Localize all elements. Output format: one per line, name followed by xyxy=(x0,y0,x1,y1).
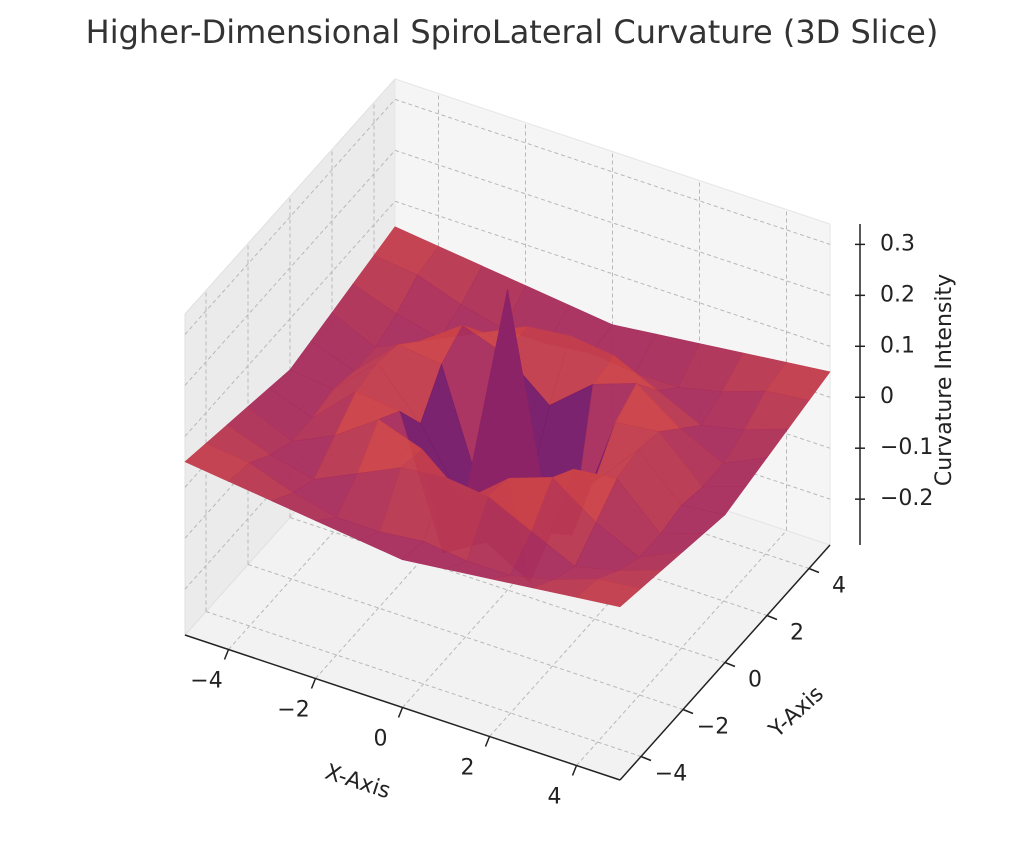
y-tick-label: −2 xyxy=(697,715,729,740)
y-axis-label: Y-Axis xyxy=(764,681,829,743)
chart-title: Higher-Dimensional SpiroLateral Curvatur… xyxy=(86,13,939,51)
x-tick-label: −2 xyxy=(277,698,309,723)
y-tick xyxy=(766,614,778,621)
x-tick-label: 2 xyxy=(461,756,475,781)
x-tick xyxy=(397,707,404,718)
z-tick-label: −0.1 xyxy=(880,435,933,460)
x-tick xyxy=(223,649,230,660)
z-tick-label: 0.2 xyxy=(880,282,915,307)
grid-line xyxy=(184,150,396,386)
y-tick xyxy=(808,567,820,574)
x-tick xyxy=(484,736,491,747)
grid-line xyxy=(184,99,396,335)
y-tick xyxy=(682,708,694,715)
z-axis-label: Curvature Intensity xyxy=(932,274,957,486)
x-axis-label: X-Axis xyxy=(322,760,394,805)
x-tick xyxy=(571,765,578,776)
x-tick xyxy=(310,678,317,689)
y-tick-label: 2 xyxy=(790,621,804,646)
z-tick-label: −0.2 xyxy=(880,486,933,511)
y-tick-label: −4 xyxy=(655,762,687,787)
x-tick-label: 4 xyxy=(548,785,562,810)
y-tick-label: 4 xyxy=(832,574,846,599)
z-tick-label: 0.1 xyxy=(880,333,915,358)
y-tick xyxy=(640,755,652,762)
y-tick-label: 0 xyxy=(748,668,762,693)
x-tick-label: −4 xyxy=(190,669,222,694)
y-tick xyxy=(724,661,736,668)
surface-patch xyxy=(575,578,642,608)
z-tick-label: 0 xyxy=(880,384,894,409)
grid-line xyxy=(184,200,396,437)
z-tick-label: 0.3 xyxy=(880,231,915,256)
x-tick-label: 0 xyxy=(374,727,388,752)
grid-line xyxy=(576,530,787,766)
